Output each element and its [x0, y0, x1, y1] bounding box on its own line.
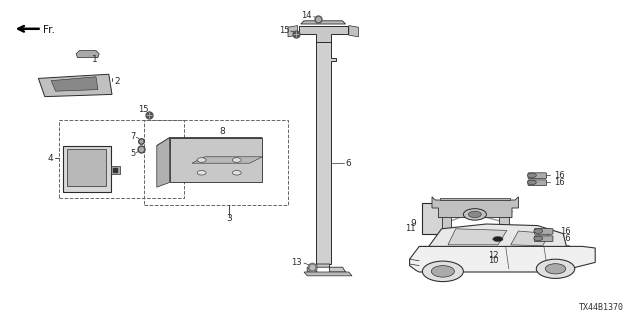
Text: 2: 2: [114, 77, 120, 86]
Polygon shape: [301, 21, 346, 24]
Text: 16: 16: [560, 227, 571, 236]
Polygon shape: [299, 26, 348, 42]
Polygon shape: [442, 200, 451, 246]
Polygon shape: [157, 138, 262, 146]
Circle shape: [197, 158, 206, 162]
Text: Fr.: Fr.: [43, 25, 55, 35]
Polygon shape: [51, 77, 98, 91]
Text: 13: 13: [291, 258, 302, 267]
Bar: [422, 203, 449, 234]
Text: 6: 6: [346, 159, 351, 168]
Bar: [144, 120, 288, 205]
Polygon shape: [288, 26, 298, 37]
Circle shape: [232, 158, 241, 162]
Circle shape: [422, 261, 463, 282]
Bar: [111, 166, 120, 174]
Polygon shape: [448, 229, 507, 245]
FancyBboxPatch shape: [534, 228, 553, 234]
Polygon shape: [76, 51, 99, 58]
Text: 16: 16: [554, 178, 564, 187]
Polygon shape: [157, 138, 170, 187]
Text: 12: 12: [488, 252, 498, 260]
Circle shape: [197, 171, 206, 175]
Text: 15: 15: [138, 105, 148, 114]
Text: TX44B1370: TX44B1370: [579, 303, 624, 312]
Text: 9: 9: [410, 219, 416, 228]
Text: 16: 16: [560, 234, 571, 243]
Text: 4: 4: [47, 154, 53, 163]
Text: 1: 1: [92, 55, 97, 64]
Bar: [67, 149, 106, 186]
Circle shape: [468, 211, 481, 218]
Polygon shape: [440, 198, 510, 200]
Polygon shape: [429, 224, 566, 246]
Polygon shape: [499, 200, 509, 246]
Circle shape: [463, 209, 486, 220]
Circle shape: [534, 236, 543, 241]
Polygon shape: [192, 157, 262, 163]
Circle shape: [527, 173, 536, 178]
Bar: [59, 120, 184, 198]
Circle shape: [431, 266, 454, 277]
Polygon shape: [511, 231, 549, 246]
Text: 10: 10: [488, 256, 498, 265]
Polygon shape: [432, 197, 518, 218]
Polygon shape: [410, 246, 595, 272]
Circle shape: [536, 259, 575, 278]
FancyBboxPatch shape: [534, 236, 553, 242]
Text: 15: 15: [279, 26, 289, 35]
FancyBboxPatch shape: [528, 173, 547, 179]
Text: 16: 16: [554, 171, 564, 180]
Text: 8: 8: [220, 127, 225, 136]
Text: 3: 3: [227, 214, 232, 223]
Polygon shape: [316, 42, 336, 264]
Polygon shape: [170, 138, 262, 182]
Polygon shape: [307, 264, 346, 272]
Polygon shape: [349, 26, 358, 37]
Circle shape: [232, 171, 241, 175]
Circle shape: [534, 229, 543, 233]
Circle shape: [527, 180, 536, 185]
FancyBboxPatch shape: [528, 180, 547, 186]
Polygon shape: [304, 272, 352, 276]
Polygon shape: [38, 74, 112, 97]
Text: 7: 7: [131, 132, 136, 141]
Text: 14: 14: [301, 11, 312, 20]
Circle shape: [545, 264, 566, 274]
Text: 11: 11: [406, 224, 416, 233]
Text: 5: 5: [131, 149, 136, 158]
FancyBboxPatch shape: [63, 146, 111, 192]
Circle shape: [493, 236, 503, 242]
